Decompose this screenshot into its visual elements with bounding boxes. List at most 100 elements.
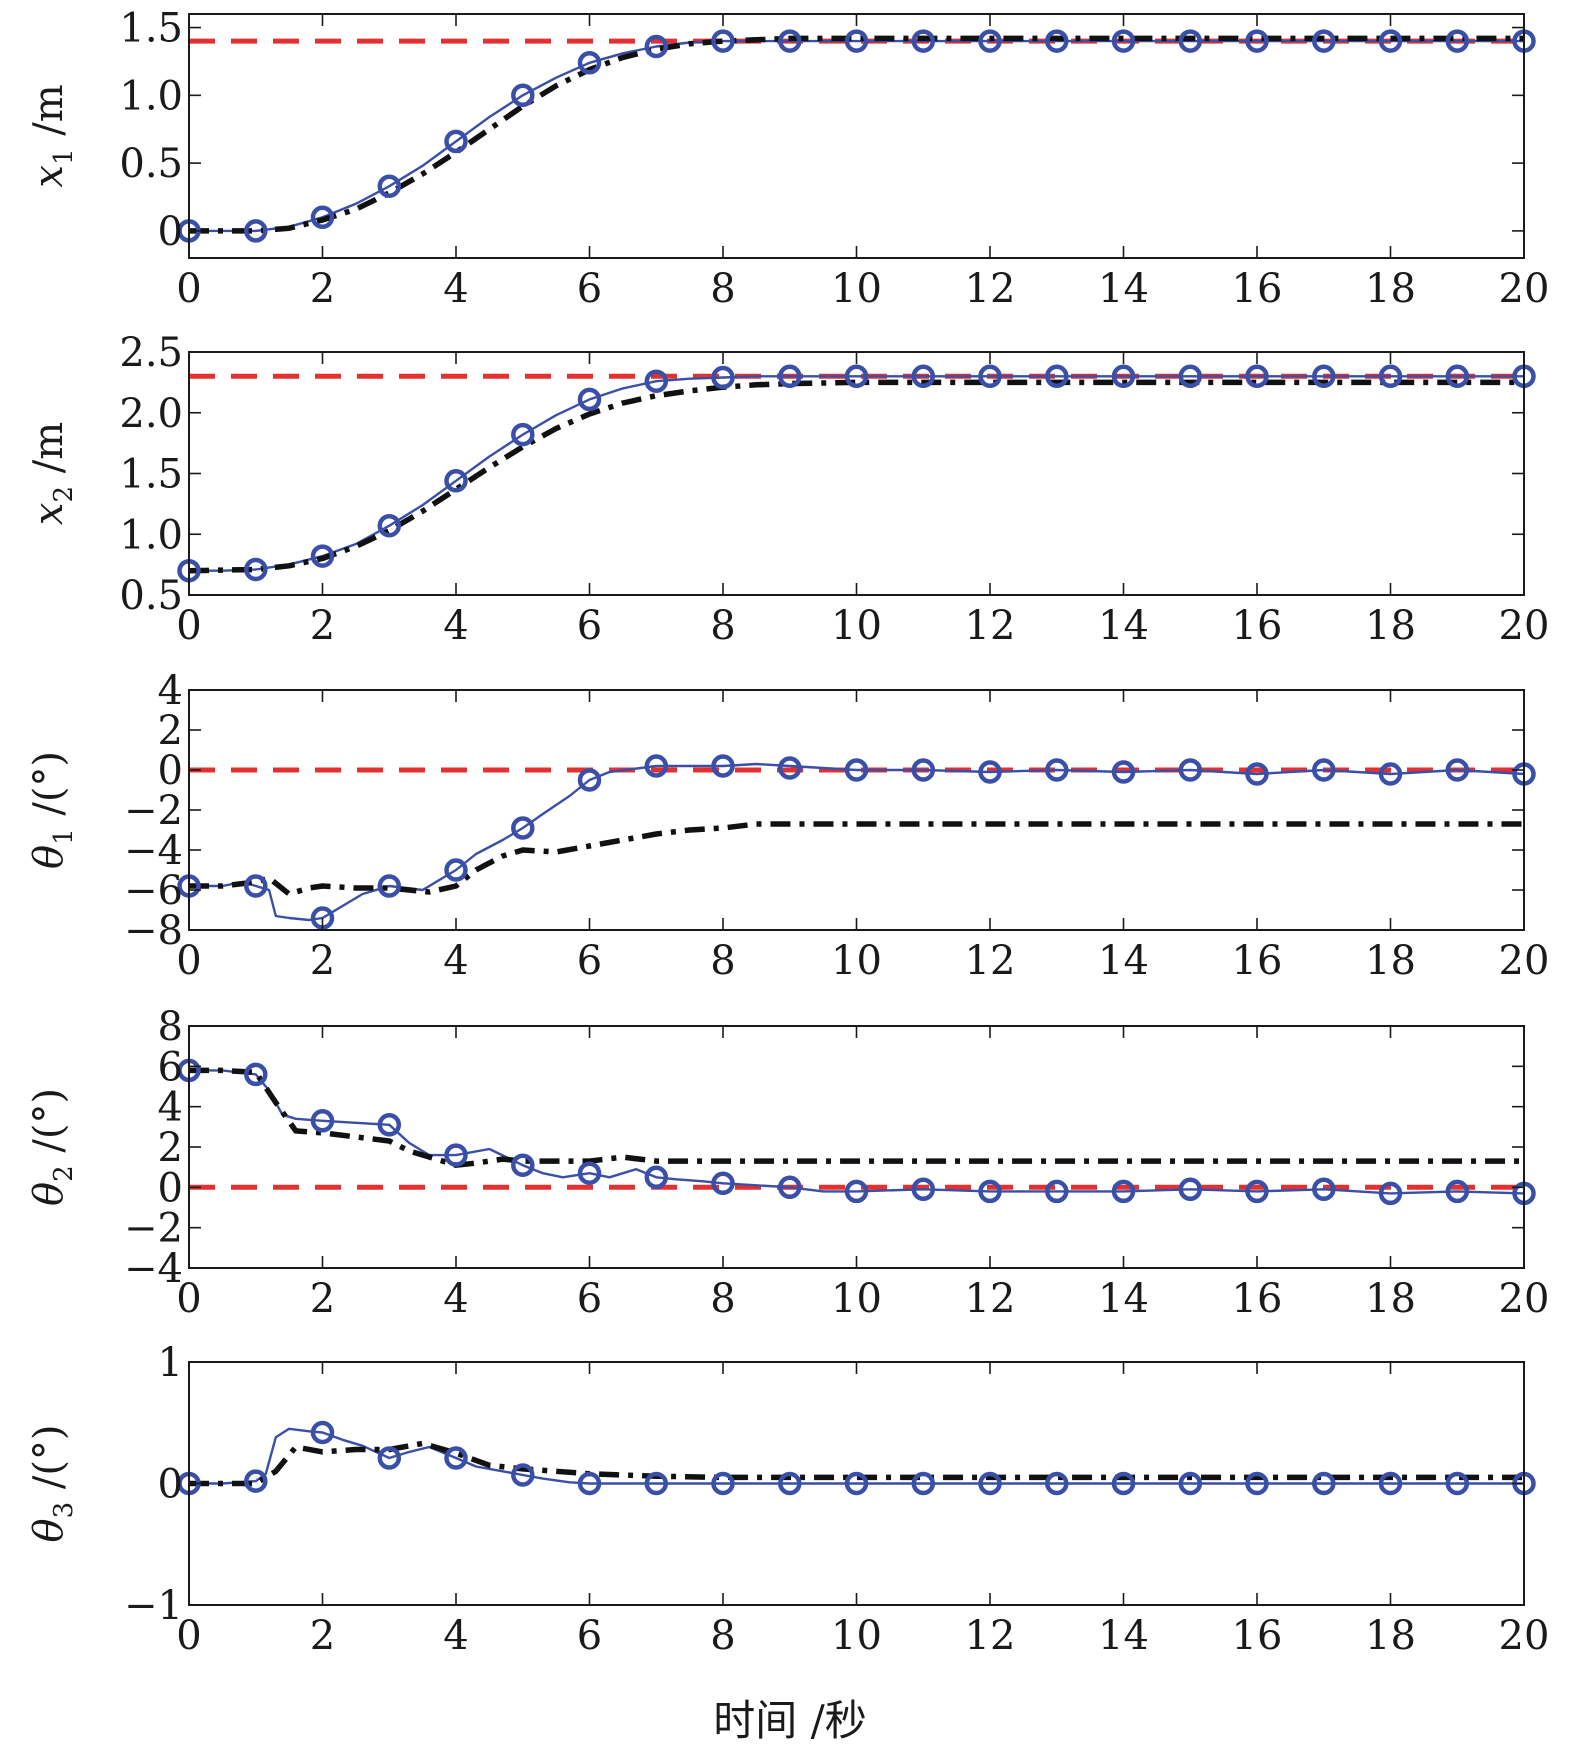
data-point-marker: [577, 51, 602, 75]
data-point-marker: [1378, 762, 1403, 786]
data-point-marker: [1245, 1179, 1269, 1204]
y-tick-label: 1.5: [119, 6, 183, 52]
x-tick-label: 2: [310, 1613, 335, 1659]
data-point-marker: [377, 1113, 402, 1137]
y-tick-label: −4: [124, 1246, 183, 1292]
data-point-marker: [577, 1471, 602, 1496]
x-tick-label: 2: [310, 603, 335, 649]
data-point-marker: [1445, 29, 1470, 53]
y-tick-label: 0: [158, 748, 183, 794]
data-point-marker: [1245, 364, 1269, 389]
x-tick-label: 20: [1499, 603, 1550, 649]
marker-group: [177, 29, 1536, 243]
data-point-marker: [1178, 1471, 1203, 1496]
y-axis-label: θ2 /(°): [26, 1088, 79, 1206]
y-tick-label: 0: [158, 1165, 183, 1211]
x-tick-label: 14: [1098, 603, 1149, 649]
x-tick-label: 18: [1365, 603, 1416, 649]
data-point-marker: [377, 1446, 402, 1470]
data-point-marker: [1312, 29, 1336, 53]
data-point-marker: [377, 874, 402, 898]
x-tick-label: 10: [831, 938, 882, 984]
series-line-solid-blue-circle: [189, 1069, 1524, 1195]
x-tick-label: 10: [831, 266, 882, 312]
x-tick-label: 6: [577, 266, 602, 312]
data-point-marker: [1312, 758, 1336, 782]
x-tick-label: 20: [1499, 266, 1550, 312]
data-point-marker: [1378, 364, 1403, 389]
data-point-marker: [1378, 1471, 1403, 1496]
data-point-marker: [911, 364, 936, 389]
data-point-marker: [1312, 364, 1336, 389]
x-tick-label: 18: [1365, 266, 1416, 312]
x-tick-label: 14: [1098, 1613, 1149, 1659]
subplot-1: 0 2 4 6 8 10 12 14 16 18 20 0 0.5 1.0 1.5 x1 /m: [26, 6, 1549, 312]
data-point-marker: [444, 469, 468, 493]
data-point-marker: [911, 29, 936, 53]
data-point-marker: [778, 1471, 802, 1496]
x-tick-label: 8: [710, 266, 735, 312]
data-point-marker: [1178, 1177, 1203, 1202]
x-tick-label: 16: [1232, 603, 1283, 649]
data-point-marker: [244, 874, 268, 898]
data-point-marker: [377, 513, 402, 538]
x-tick-label: 18: [1365, 1276, 1416, 1322]
data-point-marker: [711, 754, 735, 778]
x-tick-label: 6: [577, 1276, 602, 1322]
data-point-marker: [844, 1179, 869, 1204]
data-point-marker: [711, 1471, 735, 1496]
y-tick-label: 2.0: [119, 391, 183, 437]
data-point-marker: [1111, 364, 1136, 389]
data-point-marker: [644, 754, 669, 778]
axes-frame: [188, 1025, 1525, 1269]
series-group: [189, 1427, 1524, 1487]
x-tick-label: 16: [1232, 266, 1283, 312]
x-tick-label: 4: [443, 938, 468, 984]
data-point-marker: [1445, 1471, 1470, 1496]
data-point-marker: [244, 1062, 268, 1087]
x-tick-label: 20: [1499, 1276, 1550, 1322]
data-point-marker: [978, 1471, 1002, 1496]
y-tick-label: 0: [158, 209, 183, 255]
data-point-marker: [310, 1420, 335, 1445]
data-point-marker: [1111, 1179, 1136, 1204]
data-point-marker: [1245, 1471, 1269, 1496]
y-tick-label: 2: [158, 708, 183, 754]
x-tick-label: 4: [443, 1276, 468, 1322]
y-tick-label: −2: [124, 788, 183, 834]
data-point-marker: [1111, 29, 1136, 53]
data-point-marker: [1045, 758, 1069, 782]
x-tick-label: 12: [965, 266, 1016, 312]
data-point-marker: [577, 1161, 602, 1185]
x-tick-label: 16: [1232, 1613, 1283, 1659]
x-tick-label: 4: [443, 603, 468, 649]
data-point-marker: [711, 29, 735, 53]
data-point-marker: [644, 34, 669, 59]
series-line-solid-blue-circle: [189, 1427, 1524, 1485]
data-point-marker: [711, 365, 735, 390]
data-point-marker: [1445, 364, 1470, 389]
marker-group: [177, 364, 1536, 583]
x-tick-label: 8: [710, 603, 735, 649]
data-point-marker: [310, 544, 335, 568]
data-point-marker: [444, 1143, 468, 1167]
y-tick-label: 1.0: [119, 73, 183, 119]
data-point-marker: [778, 29, 802, 53]
data-point-marker: [1312, 1177, 1336, 1202]
series-line-dashdot-black: [189, 379, 1524, 574]
marker-group: [177, 1420, 1536, 1496]
y-axis-label: x1 /m: [26, 84, 79, 187]
y-tick-label: −1: [124, 1583, 183, 1629]
data-point-marker: [1245, 29, 1269, 53]
x-tick-label: 2: [310, 938, 335, 984]
data-point-marker: [1111, 760, 1136, 784]
y-axis-label: θ3 /(°): [26, 1424, 79, 1542]
data-point-marker: [577, 387, 602, 412]
data-point-marker: [1445, 1179, 1470, 1204]
series-group: [189, 35, 1524, 234]
x-tick-label: 14: [1098, 938, 1149, 984]
series-line-solid-blue-circle: [189, 39, 1524, 233]
